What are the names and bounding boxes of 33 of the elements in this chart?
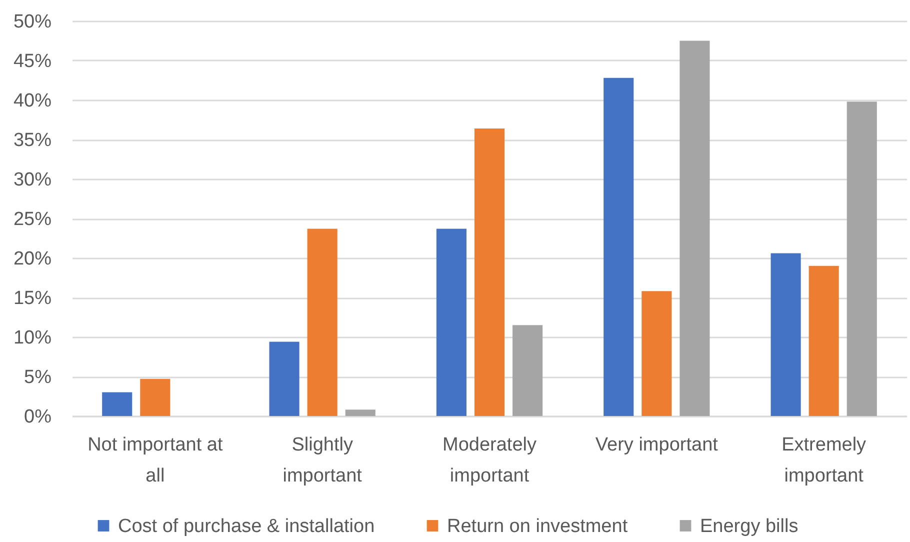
y-tick-label: 0% xyxy=(24,406,52,428)
bar xyxy=(140,378,170,416)
y-tick-label: 30% xyxy=(13,170,52,190)
y-tick-label: 5% xyxy=(24,367,52,388)
bar xyxy=(512,325,543,416)
bar xyxy=(808,266,839,416)
legend-label: Cost of purchase & installation xyxy=(118,516,375,537)
y-tick-label: 45% xyxy=(13,51,52,72)
y-tick-label: 50% xyxy=(13,12,52,32)
y-tick-label: 15% xyxy=(13,288,52,309)
bar xyxy=(269,342,300,416)
bar xyxy=(102,392,132,416)
y-tick-label: 20% xyxy=(13,248,52,270)
y-tick-label: 25% xyxy=(13,209,52,230)
bar xyxy=(604,78,634,416)
bar xyxy=(642,291,672,416)
bar xyxy=(474,128,505,416)
bar xyxy=(436,228,466,416)
x-tick-label: Very important xyxy=(595,434,719,456)
bar xyxy=(345,410,376,416)
bar xyxy=(770,253,801,416)
x-tick-label: Not important at all xyxy=(88,434,224,486)
x-tick-label: Slightly important xyxy=(282,434,363,486)
bar xyxy=(846,102,877,416)
y-tick-label: 35% xyxy=(13,130,52,151)
legend-label: Return on investment xyxy=(447,516,628,537)
bar xyxy=(680,40,710,416)
bar xyxy=(307,228,338,416)
legend-label: Energy bills xyxy=(700,516,798,537)
x-tick-label: Extremely important xyxy=(782,434,867,486)
x-tick-label: Moderately important xyxy=(442,434,537,486)
y-tick-label: 10% xyxy=(13,328,52,348)
y-tick-label: 40% xyxy=(13,90,52,112)
